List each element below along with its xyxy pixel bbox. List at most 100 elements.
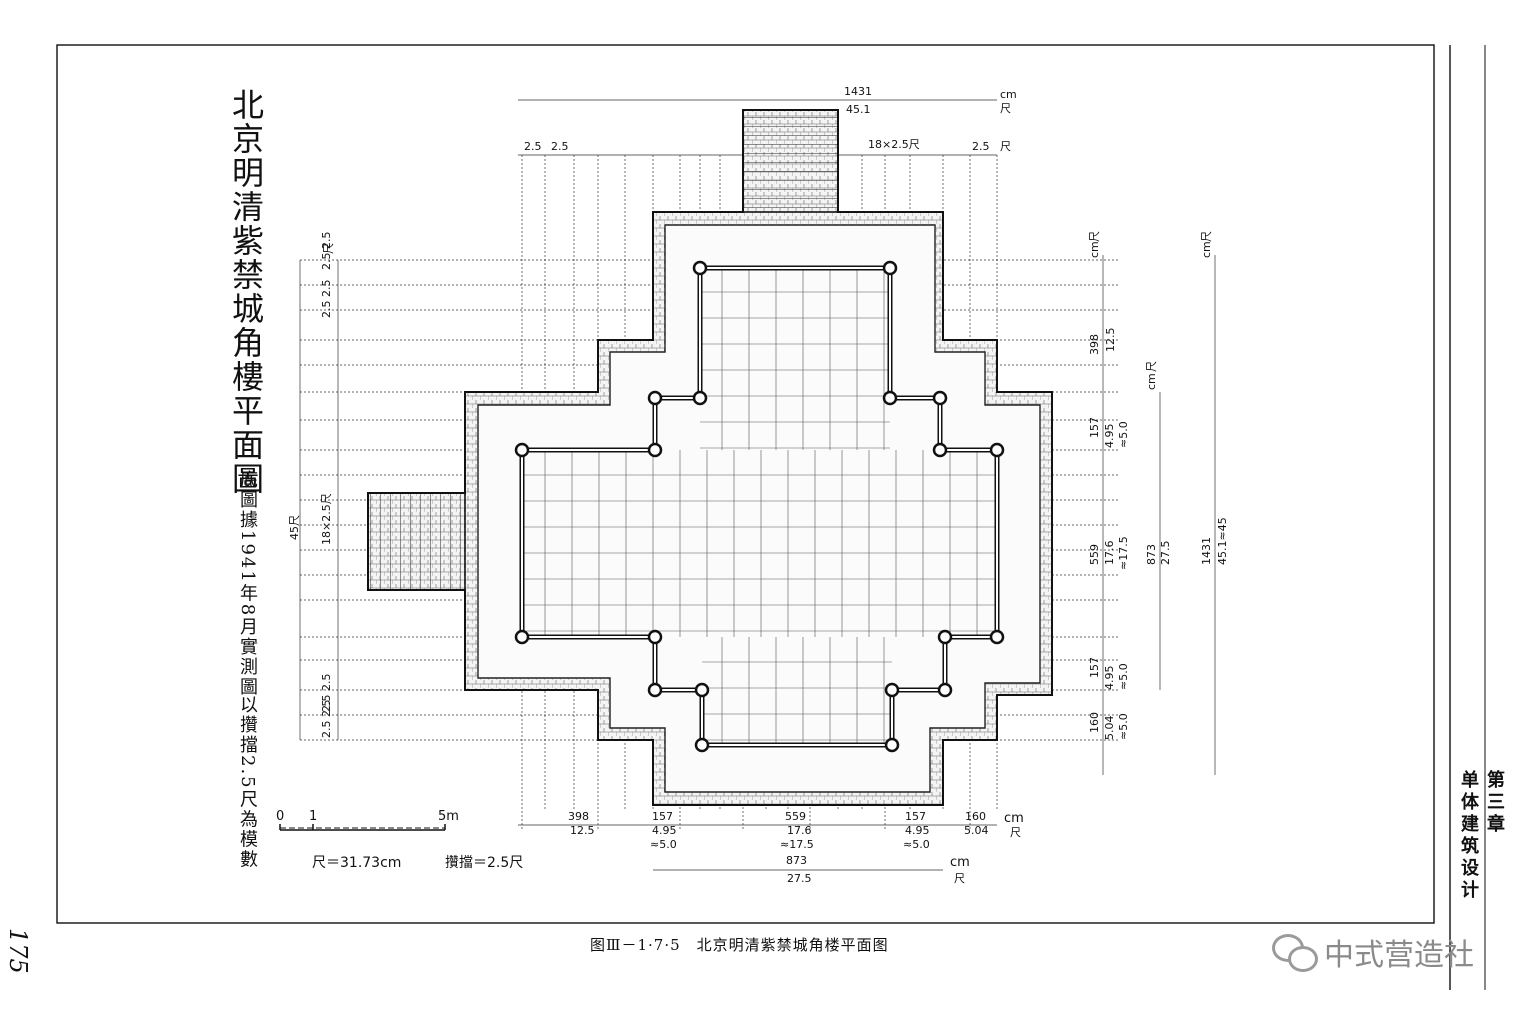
top-left-a: 2.5 [524,140,542,153]
top-overall-cm: 1431 [844,85,872,98]
r-157a-chi: 4.95 [1103,424,1116,449]
r-157a-approx: ≈5.0 [1117,421,1130,448]
left-bottom-group-2: 2.5 2.5 [320,700,333,738]
floor-grid [522,268,997,745]
column [647,442,663,458]
r-157b-chi: 4.95 [1103,666,1116,691]
b-157a-cm: 157 [652,810,673,823]
watermark-text: 中式营造社 [1324,938,1474,973]
b-unit-chi: 尺 [1010,826,1021,839]
r-559-cm: 559 [1088,544,1101,565]
column [937,682,953,698]
figure-caption: 图Ⅲ－1·7·5 北京明清紫禁城角楼平面图 [590,936,889,954]
r-col1-cm: cm [1088,241,1101,258]
r-398-cm: 398 [1088,334,1101,355]
chapter-heading: 第三章 单体建筑设计 [1455,770,1507,902]
b-873-cm: 873 [786,854,807,867]
b-160-cm: 160 [965,810,986,823]
column [692,260,708,276]
north-stair [742,109,839,213]
column [647,629,663,645]
column [989,629,1005,645]
chi-note: 尺＝31.73cm [312,855,402,871]
column [514,629,530,645]
drawing-title: 北京明清紫禁城角樓平面圖 [227,88,265,496]
b-157a-chi: 4.95 [652,824,677,837]
column [989,442,1005,458]
r-col2-chi: 尺 [1145,361,1158,372]
top-left-b: 2.5 [551,140,569,153]
b-157b-chi: 4.95 [905,824,930,837]
column [882,260,898,276]
column [647,390,663,406]
r-157b-approx: ≈5.0 [1117,663,1130,690]
r-160-cm: 160 [1088,712,1101,733]
b-873-chi: 27.5 [787,872,812,885]
b-160-chi: 5.04 [964,824,989,837]
r-873-cm: 873 [1145,544,1158,565]
top-middle: 18×2.5尺 [868,138,920,151]
scale-tick-5m: 5m [438,809,459,824]
b-157a-approx: ≈5.0 [650,838,677,851]
left-top-group-2: 2.5 2.5 [320,280,333,318]
scale-tick-0: 0 [276,809,285,824]
left-middle: 18×2.5尺 [320,493,333,545]
inner-floor [477,224,1041,793]
b-unit2-cm: cm [950,855,970,870]
column [937,629,953,645]
r-col3-cm: cm [1200,241,1213,258]
chapter-title: 单体建筑设计 [1458,770,1479,902]
page-frame [56,44,1435,924]
b-unit2-chi: 尺 [954,872,965,885]
top-unit-chi: 尺 [1000,102,1011,115]
column [692,390,708,406]
r-col3-chi: 尺 [1200,231,1213,242]
top-overall-chi: 45.1 [846,103,871,116]
module-note: 以攢擋2.5尺為模數 [237,695,258,870]
r-157b-cm: 157 [1088,657,1101,678]
left-overall: 45尺 [288,515,301,540]
source-note: 底圖據1941年8月實測圖 [237,470,258,698]
b-398-cm: 398 [568,810,589,823]
column [647,682,663,698]
r-873-chi: 27.5 [1159,541,1172,566]
zandang-note: 攢擋＝2.5尺 [445,855,524,871]
scale-bar [279,824,446,831]
column [694,682,710,698]
b-157b-approx: ≈5.0 [903,838,930,851]
r-559-approx: ≈17.5 [1117,536,1130,570]
top-right-unit: 尺 [1000,140,1011,153]
column [932,390,948,406]
r-157a-cm: 157 [1088,417,1101,438]
r-398-chi: 12.5 [1104,328,1117,353]
scale-tick-1: 1 [309,809,318,824]
column [884,737,900,753]
b-559-chi: 17.6 [787,824,812,837]
column [882,390,898,406]
r-559-chi: 17.6 [1103,541,1116,566]
r-1431-chi: 45.1≈45 [1216,517,1229,565]
column [514,442,530,458]
r-160-chi: 5.04 [1103,716,1116,741]
r-col1-chi: 尺 [1088,231,1101,242]
left-bottom-group: 2.5 2.5 [320,674,333,712]
top-unit-cm: cm [1000,88,1017,101]
wechat-icon [1272,932,1318,972]
left-top-group: 2.5 2.5 [320,232,333,270]
b-398-chi: 12.5 [570,824,595,837]
chapter-number: 第三章 [1484,770,1505,836]
b-157b-cm: 157 [905,810,926,823]
r-160-approx: ≈5.0 [1117,713,1130,740]
left-top-unit: 尺 [322,243,335,254]
top-right: 2.5 [972,140,990,153]
watermark: 中式营造社 [1272,930,1474,974]
r-col2-cm: cm [1145,373,1158,390]
columns [514,260,1005,753]
b-559-approx: ≈17.5 [780,838,814,851]
west-stair [367,492,466,591]
page-number: 175 [4,928,32,974]
column [932,442,948,458]
b-unit-cm: cm [1004,811,1024,826]
